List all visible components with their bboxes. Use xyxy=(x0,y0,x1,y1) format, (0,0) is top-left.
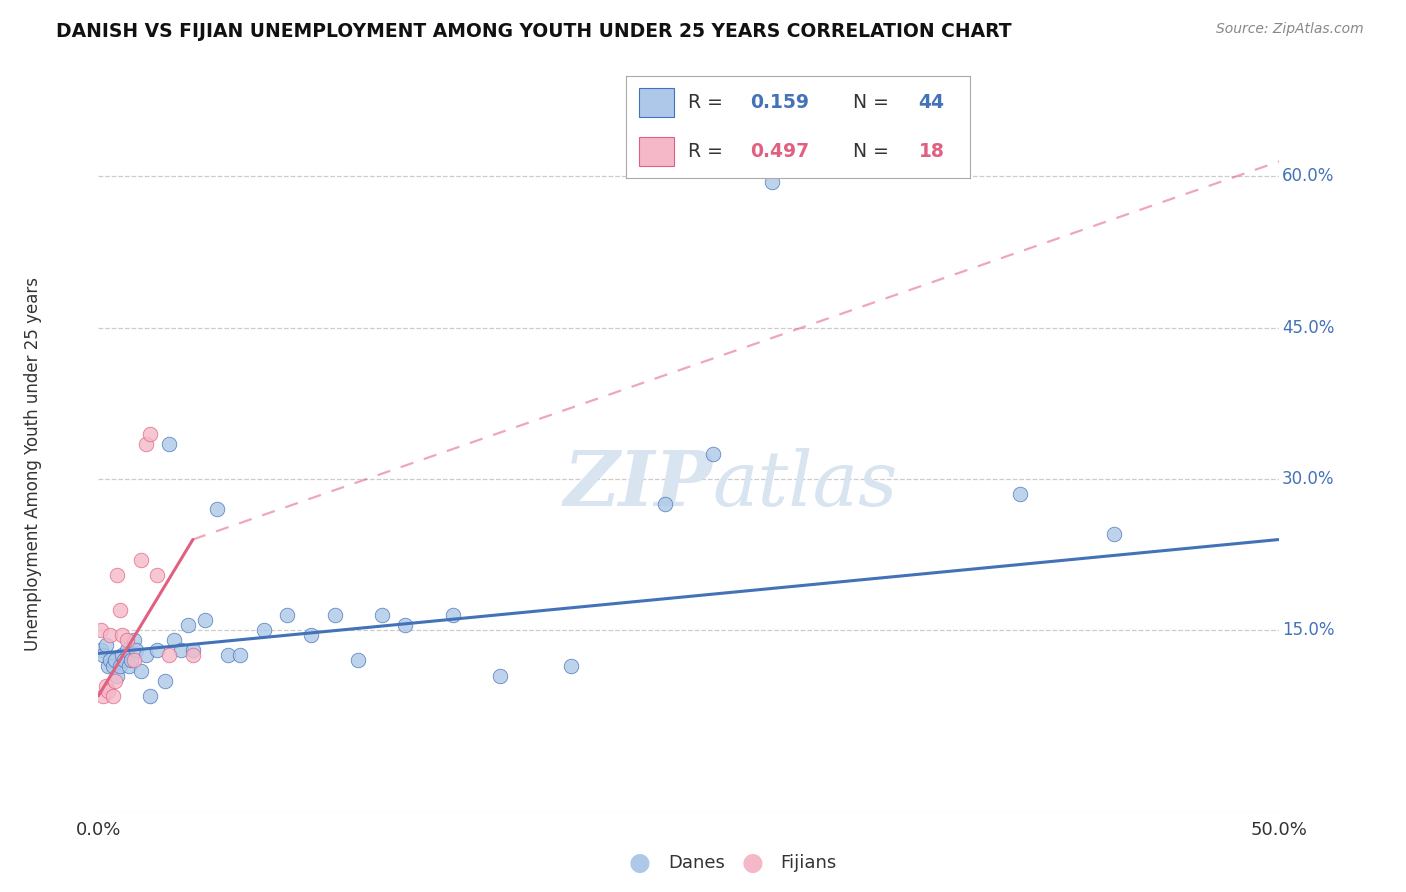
Point xyxy=(111,628,134,642)
Point xyxy=(105,668,128,682)
Point xyxy=(560,658,582,673)
Point xyxy=(108,603,131,617)
Point xyxy=(129,552,152,566)
Point xyxy=(97,683,120,698)
Point xyxy=(139,689,162,703)
Point xyxy=(105,567,128,582)
Point xyxy=(1008,487,1031,501)
Point xyxy=(135,436,157,450)
Point xyxy=(205,502,228,516)
Text: DANISH VS FIJIAN UNEMPLOYMENT AMONG YOUTH UNDER 25 YEARS CORRELATION CHART: DANISH VS FIJIAN UNEMPLOYMENT AMONG YOUT… xyxy=(56,22,1012,41)
Point xyxy=(181,643,204,657)
Point xyxy=(90,624,112,638)
Text: 44: 44 xyxy=(918,93,945,112)
Point xyxy=(104,653,127,667)
Point xyxy=(129,664,152,678)
Text: ●: ● xyxy=(628,851,651,874)
Point xyxy=(98,628,121,642)
Text: Source: ZipAtlas.com: Source: ZipAtlas.com xyxy=(1216,22,1364,37)
Text: 60.0%: 60.0% xyxy=(1282,168,1334,186)
Point xyxy=(135,648,157,663)
Point xyxy=(94,679,117,693)
Point xyxy=(108,658,131,673)
Point xyxy=(115,643,138,657)
Text: R =: R = xyxy=(688,142,728,161)
Point xyxy=(347,653,370,667)
Text: Fijians: Fijians xyxy=(780,854,837,871)
Point xyxy=(217,648,239,663)
Point xyxy=(112,653,135,667)
Text: Danes: Danes xyxy=(668,854,724,871)
FancyBboxPatch shape xyxy=(640,88,673,117)
Point xyxy=(394,618,416,632)
Point xyxy=(125,643,148,657)
Text: 45.0%: 45.0% xyxy=(1282,318,1334,336)
Point xyxy=(163,633,186,648)
Point xyxy=(91,689,114,703)
Point xyxy=(97,658,120,673)
Point xyxy=(489,668,512,682)
Text: R =: R = xyxy=(688,93,728,112)
Point xyxy=(229,648,252,663)
FancyBboxPatch shape xyxy=(640,137,673,166)
Point xyxy=(111,648,134,663)
Text: 30.0%: 30.0% xyxy=(1282,470,1334,488)
Point xyxy=(122,633,145,648)
Text: 15.0%: 15.0% xyxy=(1282,621,1334,640)
Point xyxy=(118,658,141,673)
Text: 18: 18 xyxy=(918,142,945,161)
Text: N =: N = xyxy=(853,142,894,161)
Point xyxy=(276,608,298,623)
Point xyxy=(122,653,145,667)
Point xyxy=(153,673,176,688)
Point xyxy=(104,673,127,688)
Text: N =: N = xyxy=(853,93,894,112)
Point xyxy=(101,689,124,703)
Text: atlas: atlas xyxy=(713,448,898,522)
Point xyxy=(181,648,204,663)
Point xyxy=(121,653,143,667)
Point xyxy=(761,174,783,188)
Point xyxy=(139,426,162,441)
Point xyxy=(115,633,138,648)
Point xyxy=(177,618,200,632)
Text: 0.497: 0.497 xyxy=(749,142,808,161)
Point xyxy=(194,613,217,627)
Text: 0.159: 0.159 xyxy=(749,93,808,112)
Point xyxy=(702,447,724,461)
Point xyxy=(157,648,180,663)
Text: ●: ● xyxy=(741,851,763,874)
Point xyxy=(146,643,169,657)
Point xyxy=(157,436,180,450)
Point xyxy=(101,658,124,673)
Point xyxy=(170,643,193,657)
Point xyxy=(91,648,114,663)
Point xyxy=(146,567,169,582)
Point xyxy=(299,628,322,642)
Point xyxy=(323,608,346,623)
Point xyxy=(441,608,464,623)
Point xyxy=(253,624,276,638)
Point xyxy=(1102,527,1125,541)
Point xyxy=(654,497,676,511)
Text: ZIP: ZIP xyxy=(564,448,713,522)
Point xyxy=(98,653,121,667)
Point xyxy=(371,608,394,623)
Point xyxy=(90,643,112,657)
Point xyxy=(94,638,117,652)
Text: Unemployment Among Youth under 25 years: Unemployment Among Youth under 25 years xyxy=(24,277,42,651)
